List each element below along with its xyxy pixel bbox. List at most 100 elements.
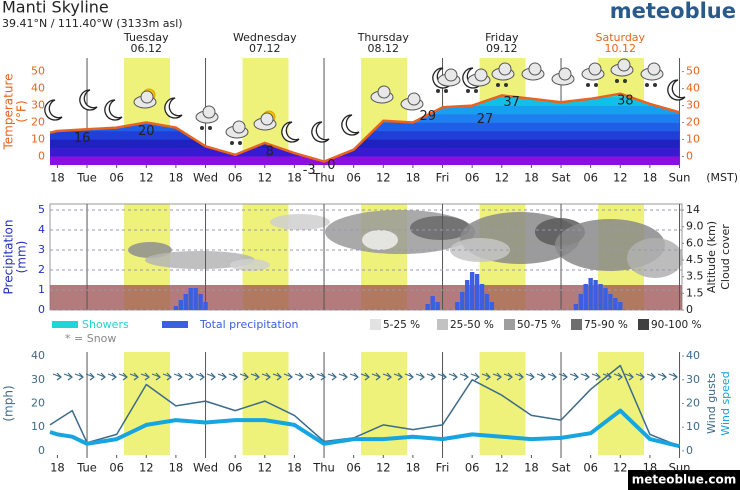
wind-arrow: [415, 372, 425, 381]
x-tick-label: Thu: [312, 461, 335, 475]
snow-icon: [200, 126, 204, 130]
snow-icon: [474, 89, 478, 93]
legend-swatch: [571, 319, 582, 330]
y2-tick-label: 30: [686, 99, 700, 112]
footer-box: [628, 470, 740, 490]
wind-arrow: [63, 372, 73, 381]
y2-axis-label: Altitude (km): [705, 221, 718, 293]
legend-swatch: [504, 319, 515, 330]
x-tick-label: 06: [228, 171, 243, 185]
x-tick-label: 18: [50, 171, 65, 185]
day-date: 06.12: [131, 42, 163, 55]
wind-arrow: [283, 372, 293, 381]
precip-bar: [188, 288, 193, 310]
x-tick-label: Tue: [76, 461, 97, 475]
x-tick-label: 06: [228, 461, 243, 475]
x-tick-label: Thu: [312, 171, 335, 185]
wind-arrow: [514, 372, 524, 381]
x-tick-label: 18: [643, 171, 658, 185]
cloud-icon: [407, 92, 421, 106]
x-tick-label: 18: [287, 461, 302, 475]
x-tick-label: 06: [583, 461, 598, 475]
wind-arrow: [470, 372, 480, 381]
snow-note: * = Snow: [65, 332, 116, 345]
cloud-cover: [410, 216, 470, 240]
legend-label: 75-90 %: [584, 319, 628, 331]
snow-icon: [615, 79, 619, 83]
timezone: (MST): [706, 171, 738, 184]
wind-arrow: [569, 372, 579, 381]
wind-arrow: [635, 372, 645, 381]
wind-arrow: [536, 372, 546, 381]
x-tick-label: 12: [376, 461, 391, 475]
moon-icon: [281, 121, 300, 143]
wind-arrow: [580, 372, 590, 381]
cloud-icon: [202, 105, 216, 119]
precip-bar: [618, 302, 623, 310]
x-tick-label: Sat: [552, 461, 571, 475]
wind-arrow: [294, 372, 304, 381]
day-name: Thursday: [357, 31, 410, 44]
x-tick-label: 12: [613, 461, 628, 475]
y2-tick-label: 40: [686, 349, 700, 362]
cloud-icon: [588, 62, 602, 76]
legend-swatch: [162, 321, 188, 328]
wind-arrow: [85, 372, 95, 381]
data-label: 37: [503, 95, 520, 110]
x-tick-label: 12: [613, 171, 628, 185]
day-date: 07.12: [249, 42, 281, 55]
precip-bar: [613, 298, 618, 310]
snow-icon: [466, 89, 470, 93]
y2-tick-label: 20: [686, 397, 700, 410]
y-tick-label: 40: [31, 349, 45, 362]
x-tick-label: 18: [169, 171, 184, 185]
x-tick-label: 06: [109, 461, 124, 475]
wind-arrow: [107, 372, 117, 381]
precip-bar: [489, 302, 495, 310]
legend-label: 90-100 %: [651, 319, 702, 331]
temperature-band: [50, 148, 680, 157]
legend-swatch: [370, 319, 381, 330]
wind-arrow: [162, 372, 172, 381]
series-name: Wind speed: [719, 371, 732, 435]
precip-bar: [608, 294, 613, 310]
legend-label: 25-50 %: [450, 319, 494, 331]
cloud-icon: [260, 112, 274, 126]
precip-bar: [193, 288, 198, 310]
data-label: 0: [327, 158, 335, 173]
precip-bar: [435, 302, 440, 310]
precip-bar: [484, 294, 490, 310]
wind-arrow: [118, 372, 128, 381]
wind-arrow: [74, 372, 84, 381]
y-tick-label: 10: [31, 133, 45, 146]
y-tick-label: 0: [38, 150, 45, 163]
data-label: 38: [617, 93, 634, 108]
series-name: Wind gusts: [705, 373, 718, 434]
wind-arrow: [206, 372, 216, 381]
x-tick-label: 06: [346, 171, 361, 185]
day-date: 08.12: [368, 42, 400, 55]
y-axis-unit: (°F): [15, 100, 29, 122]
y-tick-label: 5: [38, 203, 45, 216]
wind-arrow: [525, 372, 535, 381]
wind-arrow: [360, 372, 370, 381]
wind-arrow: [52, 372, 62, 381]
cloud-icon: [558, 67, 572, 81]
wind-arrow: [624, 372, 634, 381]
cloud-icon: [232, 120, 246, 134]
wind-arrow: [382, 372, 392, 381]
y2-tick-label: 20: [686, 116, 700, 129]
precip-bar: [203, 302, 208, 310]
cloud-icon: [377, 85, 391, 99]
x-tick-label: 18: [406, 461, 421, 475]
wind-arrow: [250, 372, 260, 381]
day-name: Saturday: [595, 31, 645, 44]
wind-arrow: [228, 372, 238, 381]
daylight: [124, 352, 170, 455]
day-date: 10.12: [605, 42, 637, 55]
y-tick-label: 40: [31, 82, 45, 95]
wind-arrow: [96, 372, 106, 381]
moon-icon: [667, 79, 686, 101]
moon-icon: [341, 114, 360, 136]
wind-arrow: [338, 372, 348, 381]
